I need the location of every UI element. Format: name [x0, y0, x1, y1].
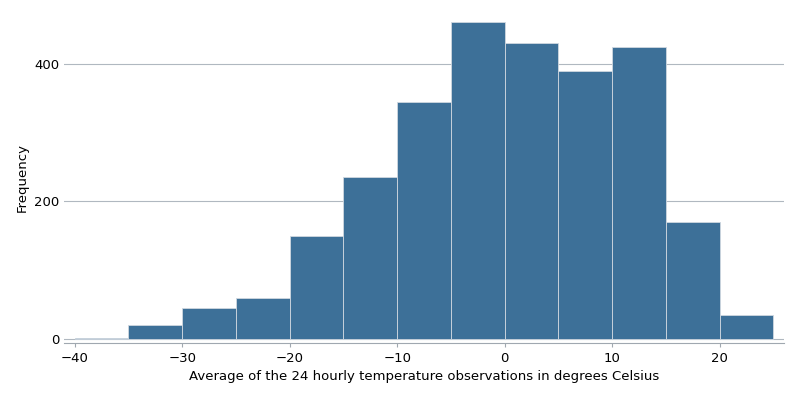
- Bar: [719, 315, 774, 339]
- Bar: [397, 102, 451, 339]
- Bar: [129, 325, 182, 339]
- Bar: [236, 298, 290, 339]
- Bar: [612, 46, 666, 339]
- Bar: [182, 308, 236, 339]
- X-axis label: Average of the 24 hourly temperature observations in degrees Celsius: Average of the 24 hourly temperature obs…: [189, 370, 659, 383]
- Bar: [558, 71, 612, 339]
- Bar: [505, 43, 558, 339]
- Bar: [666, 222, 719, 339]
- Y-axis label: Frequency: Frequency: [15, 143, 28, 212]
- Bar: [451, 23, 505, 339]
- Bar: [74, 338, 129, 339]
- Bar: [343, 177, 397, 339]
- Bar: [290, 236, 343, 339]
